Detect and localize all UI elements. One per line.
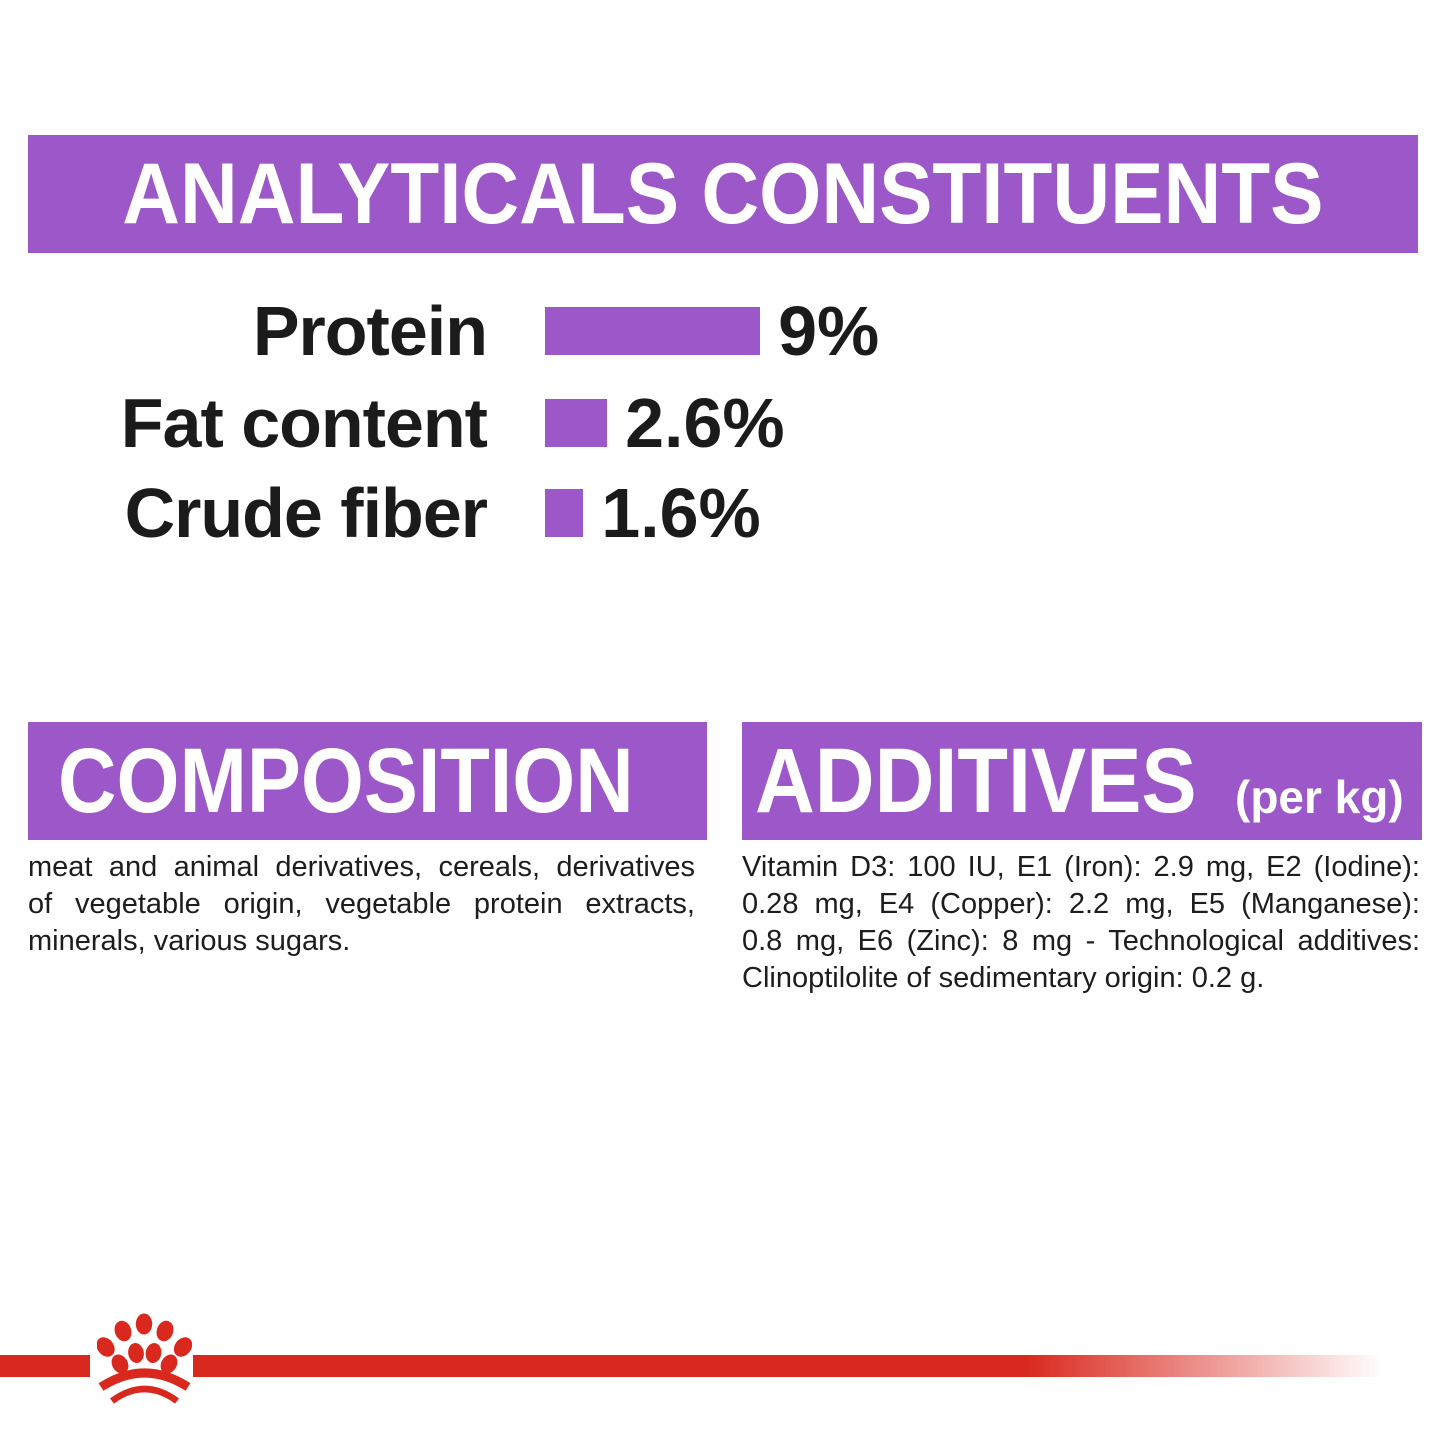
additives-heading-suffix: (per kg) [1235,771,1404,823]
composition-line: minerals, various sugars. [28,925,351,957]
chart-label: Crude fiber [124,474,488,552]
additives-body: Vitamin D3: 100 IU, E1 (Iron): 2.9 mg, E… [742,849,1420,997]
chart-row-crude-fiber: Crude fiber 1.6% [0,467,1445,559]
chart-row-protein: Protein 9% [0,285,1445,377]
chart-bar [545,399,608,447]
composition-banner: COMPOSITION [28,722,707,840]
additives-line: 0.28 mg, E4 (Copper): 2.2 mg, E5 (Mangan… [742,888,1420,920]
chart-row-fat-content: Fat content 2.6% [0,377,1445,469]
red-stripe-right [193,1355,1383,1377]
royal-canin-crown-logo [97,1313,192,1404]
chart-value: 1.6% [601,474,761,552]
chart-value: 9% [778,292,880,370]
additives-line: Vitamin D3: 100 IU, E1 (Iron): 2.9 mg, E… [742,851,1420,883]
chart-label: Fat content [120,384,488,462]
chart-label: Protein [252,292,488,370]
analyticals-heading: ANALYTICALS CONSTITUENTS [122,146,1324,242]
additives-banner: ADDITIVES (per kg) [742,722,1422,840]
chart-bar [545,307,761,355]
analyticals-banner: ANALYTICALS CONSTITUENTS [28,135,1418,253]
additives-line: 0.8 mg, E6 (Zinc): 8 mg - Technological … [742,925,1420,957]
additives-heading: ADDITIVES [755,730,1197,832]
chart-value: 2.6% [625,384,785,462]
composition-body: meat and animal derivatives, cereals, de… [28,849,695,960]
additives-line: Clinoptilolite of sedimentary origin: 0.… [742,962,1265,994]
composition-line: meat and animal derivatives, cereals, de… [28,851,695,883]
composition-line: of vegetable origin, vegetable protein e… [28,888,695,920]
composition-heading: COMPOSITION [58,730,634,832]
red-stripe-left [0,1355,90,1377]
chart-bar [545,489,584,537]
